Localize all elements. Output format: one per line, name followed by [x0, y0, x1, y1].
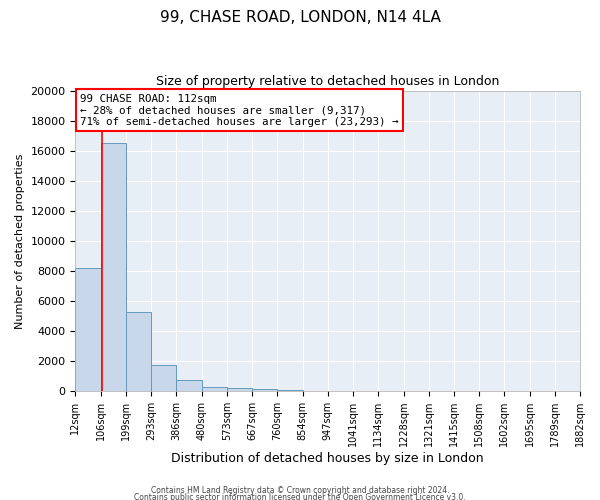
Text: 99, CHASE ROAD, LONDON, N14 4LA: 99, CHASE ROAD, LONDON, N14 4LA [160, 10, 440, 25]
Text: Contains public sector information licensed under the Open Government Licence v3: Contains public sector information licen… [134, 494, 466, 500]
Text: 99 CHASE ROAD: 112sqm
← 28% of detached houses are smaller (9,317)
71% of semi-d: 99 CHASE ROAD: 112sqm ← 28% of detached … [80, 94, 399, 127]
Bar [126, 312, 151, 391]
Bar [76, 268, 101, 391]
Text: Contains HM Land Registry data © Crown copyright and database right 2024.: Contains HM Land Registry data © Crown c… [151, 486, 449, 495]
Bar [277, 390, 302, 391]
Bar [151, 365, 176, 391]
Y-axis label: Number of detached properties: Number of detached properties [15, 153, 25, 328]
X-axis label: Distribution of detached houses by size in London: Distribution of detached houses by size … [172, 452, 484, 465]
Title: Size of property relative to detached houses in London: Size of property relative to detached ho… [156, 75, 499, 88]
Bar [252, 390, 277, 391]
Bar [227, 388, 252, 391]
Bar [176, 380, 202, 391]
Bar [101, 143, 126, 391]
Bar [202, 387, 227, 391]
